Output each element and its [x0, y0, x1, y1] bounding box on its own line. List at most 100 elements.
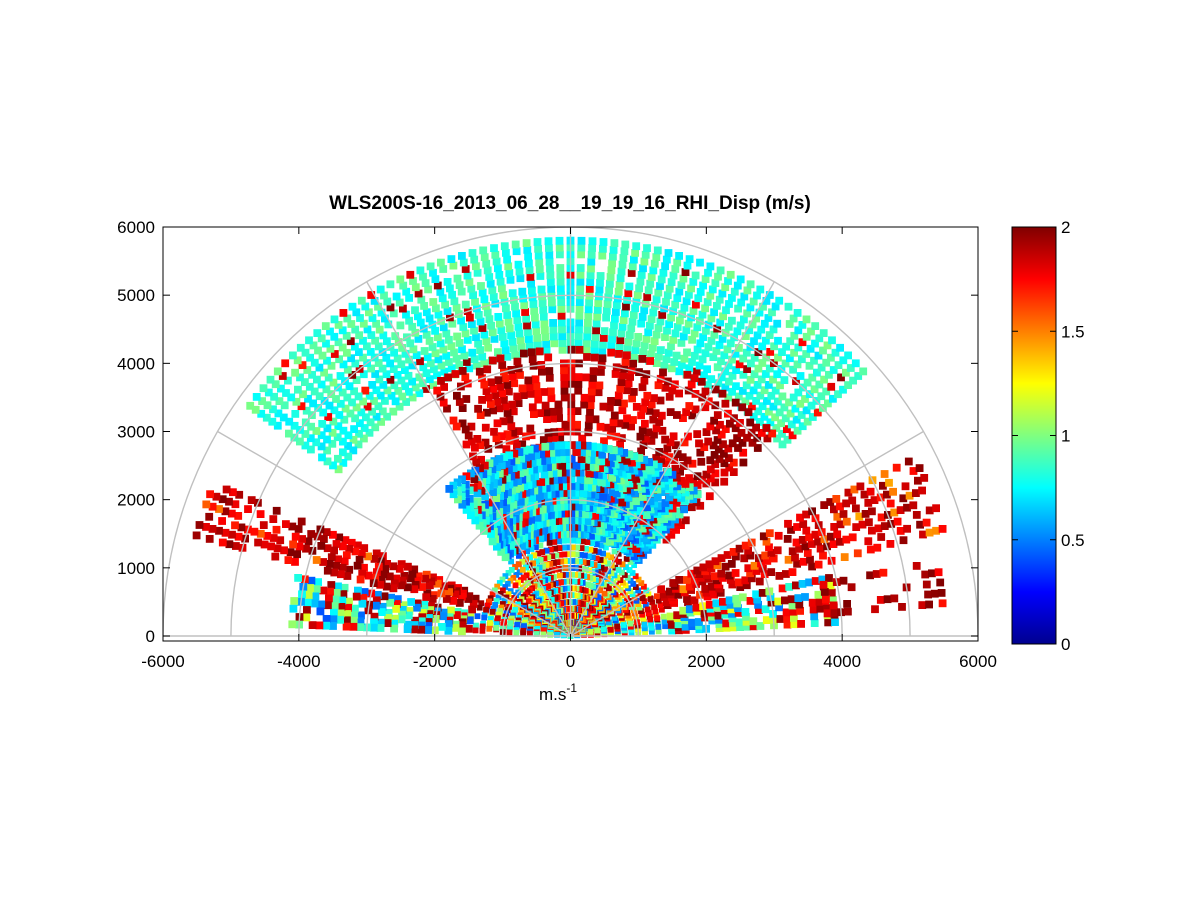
data-cell	[656, 471, 664, 480]
data-cell	[530, 465, 538, 474]
data-cell	[591, 547, 598, 554]
data-cell	[458, 592, 466, 601]
data-cell	[572, 461, 581, 470]
data-cell	[735, 344, 743, 352]
data-cell	[577, 552, 584, 558]
data-cell	[575, 311, 584, 320]
data-cell	[938, 599, 947, 608]
data-cell	[912, 511, 921, 519]
data-cell	[458, 500, 467, 509]
data-cell	[796, 399, 805, 408]
data-cell	[639, 264, 647, 273]
data-cell	[677, 485, 686, 494]
data-cell	[560, 393, 569, 402]
data-cell	[392, 574, 401, 583]
data-cell	[475, 521, 484, 530]
data-cell	[628, 317, 637, 326]
data-cell	[743, 433, 751, 442]
data-cell	[441, 300, 449, 309]
data-cell	[673, 490, 682, 499]
data-cell	[557, 572, 563, 579]
data-cell	[268, 417, 277, 426]
data-cell	[739, 458, 748, 467]
data-cell	[657, 479, 665, 488]
data-cell	[635, 587, 642, 594]
data-cell	[687, 284, 695, 293]
data-cell	[828, 336, 836, 345]
data-cell	[469, 291, 477, 300]
data-cell	[649, 483, 658, 492]
data-cell	[587, 456, 596, 464]
data-cell	[303, 598, 312, 607]
data-cell	[580, 559, 587, 566]
data-cell	[503, 474, 511, 482]
data-cell	[345, 545, 354, 553]
data-cell	[279, 413, 288, 422]
data-cell	[392, 600, 401, 608]
data-cell	[409, 277, 417, 285]
data-cell	[326, 587, 334, 596]
data-cell	[418, 613, 427, 622]
data-cell	[264, 388, 273, 397]
data-cell	[342, 622, 351, 631]
data-cell	[731, 424, 740, 433]
data-cell	[450, 348, 458, 357]
data-cell	[552, 545, 558, 552]
data-cell	[659, 268, 668, 277]
data-cell	[614, 483, 623, 491]
data-cell	[866, 571, 874, 580]
data-cell	[802, 510, 810, 519]
data-cell	[749, 412, 758, 421]
data-cell	[409, 345, 418, 354]
data-cell	[292, 397, 301, 406]
data-cell	[567, 454, 576, 463]
data-cell	[399, 304, 407, 313]
data-cell	[640, 376, 649, 385]
data-cell	[690, 374, 699, 383]
data-cell	[701, 387, 710, 396]
data-cell	[795, 600, 804, 609]
data-cell	[519, 566, 526, 573]
data-cell	[573, 420, 581, 429]
data-cell	[359, 353, 367, 362]
data-cell	[643, 587, 650, 594]
data-cell	[515, 329, 524, 338]
data-cell	[575, 572, 582, 578]
data-cell	[447, 364, 456, 373]
data-cell	[507, 620, 514, 627]
data-cell	[623, 344, 632, 353]
data-cell	[585, 581, 591, 588]
data-cell	[740, 315, 748, 324]
data-cell	[541, 442, 550, 451]
data-cell	[669, 479, 677, 488]
data-cell	[347, 320, 356, 328]
data-cell	[363, 402, 372, 411]
data-cell	[886, 540, 895, 548]
data-cell	[579, 489, 588, 498]
data-cell	[321, 322, 330, 330]
data-cell	[660, 613, 667, 620]
data-cell	[452, 422, 461, 431]
data-cell	[566, 571, 572, 578]
data-cell	[379, 381, 388, 389]
data-cell	[834, 361, 843, 369]
data-cell	[649, 628, 655, 635]
data-cell	[584, 539, 591, 545]
colorbar-tick-label: 2	[1061, 218, 1070, 237]
data-cell	[533, 544, 539, 550]
data-cell	[562, 448, 571, 456]
data-cell	[610, 467, 618, 476]
data-cell	[461, 329, 470, 338]
data-cell	[738, 387, 747, 395]
data-cell	[590, 470, 599, 478]
data-cell	[803, 549, 812, 557]
data-cell	[569, 571, 575, 578]
data-cell	[763, 434, 772, 443]
data-cell	[489, 488, 497, 496]
data-cell	[607, 626, 614, 633]
data-cell	[614, 574, 621, 581]
data-cell	[389, 584, 398, 593]
data-cell	[636, 277, 645, 286]
data-cell	[556, 284, 565, 293]
data-cell	[522, 453, 530, 462]
